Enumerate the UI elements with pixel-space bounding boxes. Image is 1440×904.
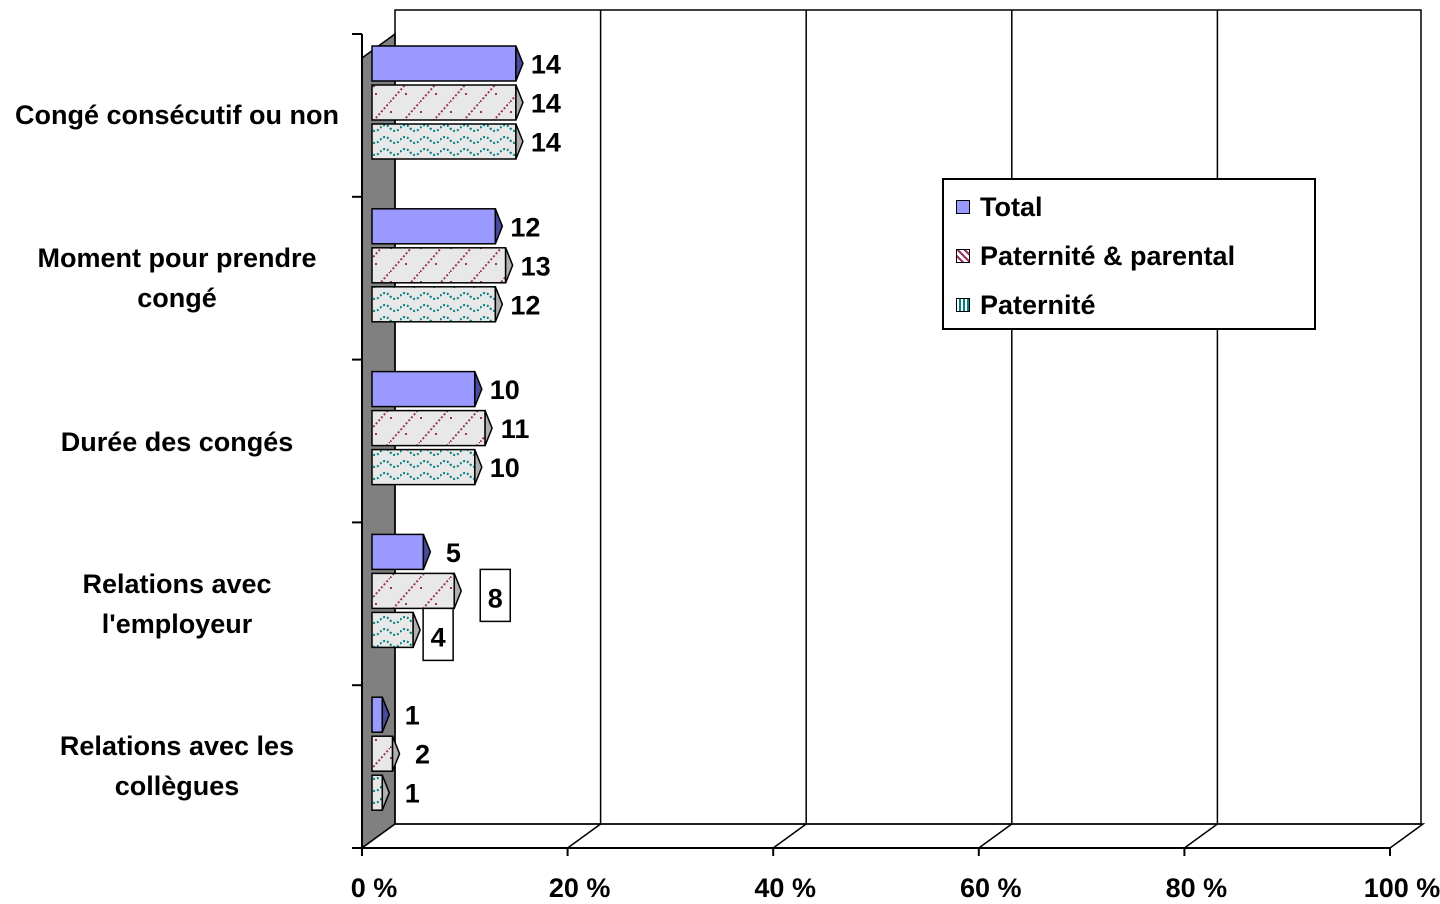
bar-body [371, 45, 517, 82]
bar-body [371, 533, 425, 571]
data-label: 14 [531, 50, 561, 80]
legend-item: Total [956, 190, 1043, 224]
bar [371, 286, 504, 323]
data-label: 12 [510, 290, 540, 320]
data-label: 13 [521, 251, 551, 281]
bar [371, 409, 493, 447]
data-label: 1 [405, 701, 420, 731]
bar-cap [381, 774, 391, 811]
bar [371, 370, 483, 408]
bar [371, 448, 483, 486]
bar-cap [412, 612, 421, 648]
data-label: 11 [501, 414, 530, 444]
bar [371, 123, 524, 160]
data-label: 12 [510, 212, 540, 242]
data-label: 14 [531, 89, 561, 119]
bar [371, 84, 524, 121]
legend-item: Paternité [956, 288, 1096, 322]
bar [371, 208, 504, 245]
bar [371, 696, 391, 733]
bar-body [371, 208, 497, 245]
bar [371, 45, 524, 82]
bar [371, 735, 401, 772]
bar-body [371, 774, 384, 811]
floor-gridline [567, 823, 602, 849]
bar [371, 572, 463, 610]
legend-item: Paternité & parental [956, 239, 1235, 273]
x-tick-label: 100 % [1363, 873, 1440, 903]
legend-swatch-paternite-parental [956, 249, 970, 263]
bar-cap [422, 534, 432, 570]
x-tick-label: 20 % [548, 873, 611, 903]
bar-cap [515, 84, 524, 121]
category-label: Relations avec les collègues [59, 731, 295, 801]
floor-gridline [772, 823, 807, 849]
legend-label: Total [980, 191, 1043, 222]
data-label-box [422, 607, 454, 662]
bar-body [371, 370, 476, 408]
data-label: 2 [415, 740, 430, 770]
bar-cap [515, 45, 524, 82]
floor [359, 823, 1426, 849]
bar-body [371, 247, 507, 284]
bar [371, 247, 514, 284]
data-label: 8 [488, 583, 503, 613]
category-label: Relations avec l'employeur [82, 569, 272, 639]
data-label: 14 [531, 128, 561, 158]
bar-body [371, 409, 486, 447]
bar [371, 533, 432, 571]
bar-cap [474, 371, 483, 407]
bar-cap [494, 208, 504, 245]
bar-body [371, 572, 455, 610]
bar-body [371, 735, 394, 772]
bar [371, 774, 391, 811]
category-label: Durée des congés [60, 427, 294, 457]
data-label: 10 [490, 375, 520, 405]
bar-cap [453, 573, 463, 609]
floor-gridline [978, 823, 1013, 849]
bar-body [371, 84, 517, 121]
data-label: 1 [405, 779, 420, 809]
x-tick-label: 80 % [1165, 873, 1228, 903]
legend-label: Paternité & parental [980, 240, 1236, 271]
legend-swatch-paternite [956, 298, 970, 312]
x-tick-label: 0 % [350, 873, 398, 903]
bar-body [371, 123, 517, 160]
bar-cap [381, 696, 391, 733]
bar-body [371, 696, 384, 733]
bar-cap [474, 449, 483, 485]
data-label: 4 [431, 622, 446, 652]
data-label: 5 [446, 538, 461, 568]
bar-body [371, 286, 497, 323]
data-label-box [479, 568, 511, 623]
bar-body [371, 448, 476, 486]
bar-cap [515, 123, 524, 160]
bar-body [371, 611, 414, 649]
chart-legend: Total Paternité & parental Paternité [942, 178, 1316, 330]
bar-cap [391, 735, 401, 772]
floor-gridline [1183, 823, 1218, 849]
bar-cap [484, 410, 493, 446]
bar-cap [494, 286, 504, 323]
category-label: Moment pour prendre congé [37, 243, 317, 313]
legend-label: Paternité [980, 289, 1096, 320]
bar [371, 611, 421, 649]
bar-cap [504, 247, 514, 284]
category-label: Congé consécutif ou non [15, 100, 339, 130]
data-label: 10 [490, 453, 520, 483]
x-tick-label: 40 % [754, 873, 816, 903]
x-tick-label: 60 % [960, 873, 1022, 903]
legend-swatch-total [956, 200, 970, 214]
